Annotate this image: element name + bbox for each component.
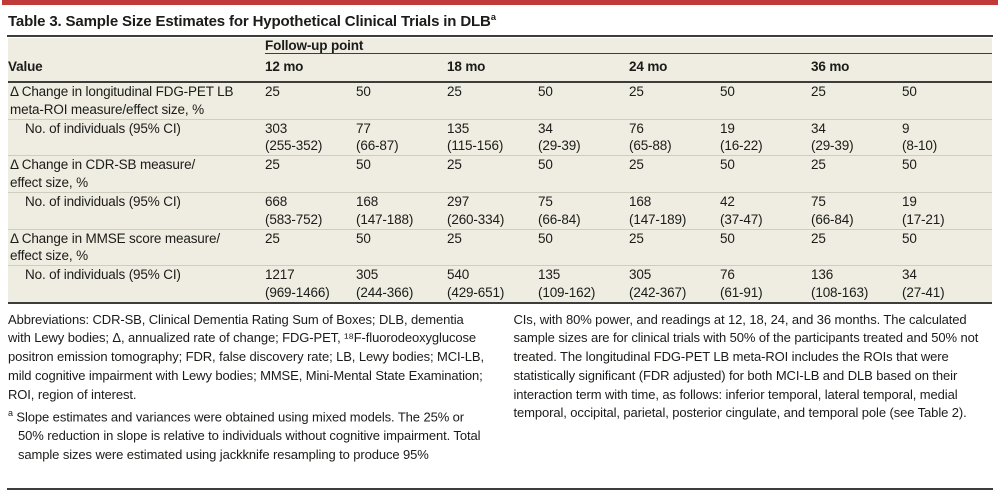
row-label: No. of individuals (95% CI)	[8, 118, 265, 156]
table-cell: 25	[447, 228, 538, 266]
table-cell: 305 (242-367)	[629, 265, 720, 304]
table-cell: 19 (16-22)	[720, 118, 811, 156]
table-cell: 50	[356, 155, 447, 193]
footnote-a-left: a Slope estimates and variances were obt…	[8, 407, 487, 464]
sample-size-table: Follow-up point Value 12 mo 18 mo 24 mo …	[8, 38, 993, 304]
value-column-header: Value	[8, 53, 265, 83]
table-cell: 135 (115-156)	[447, 118, 538, 156]
footnote-a-marker: a	[8, 408, 13, 419]
table-row-mmse-effect: Δ Change in MMSE score measure/ effect s…	[8, 228, 993, 266]
timepoint-header-36mo: 36 mo	[811, 53, 993, 83]
table-cell: 297 (260-334)	[447, 191, 538, 229]
table-cell: 303 (255-352)	[265, 118, 356, 156]
footnote-column-left: Abbreviations: CDR-SB, Clinical Dementia…	[8, 311, 487, 465]
table-cell: 25	[811, 155, 902, 193]
table-cell: 25	[447, 155, 538, 193]
table-cell: 305 (244-366)	[356, 265, 447, 304]
table-cell: 50	[538, 82, 629, 120]
table-title-text: Table 3. Sample Size Estimates for Hypot…	[8, 13, 491, 30]
table-row-mmse-individuals: No. of individuals (95% CI) 1217 (969-14…	[8, 265, 993, 304]
table-cell: 25	[265, 82, 356, 120]
row-label: Δ Change in MMSE score measure/ effect s…	[8, 228, 265, 266]
title-footnote-marker: a	[490, 12, 496, 23]
table-cell: 50	[902, 155, 993, 193]
table-cell: 19 (17-21)	[902, 191, 993, 229]
table-cell: 50	[902, 228, 993, 266]
table-cell: 540 (429-651)	[447, 265, 538, 304]
bottom-rule	[7, 488, 993, 490]
table-row-fdg-pet-individuals: No. of individuals (95% CI) 303 (255-352…	[8, 118, 993, 156]
footnote-a-left-text: Slope estimates and variances were obtai…	[16, 409, 481, 463]
table-cell: 50	[356, 228, 447, 266]
title-rule	[7, 35, 993, 37]
table-cell: 25	[447, 82, 538, 120]
table-cell: 25	[811, 82, 902, 120]
table-cell: 76 (61-91)	[720, 265, 811, 304]
footnote-column-right: CIs, with 80% power, and readings at 12,…	[514, 311, 993, 465]
table-title: Table 3. Sample Size Estimates for Hypot…	[0, 5, 1000, 35]
group-header-row: Follow-up point	[8, 38, 993, 54]
table-cell: 50	[720, 82, 811, 120]
table-cell: 34 (29-39)	[538, 118, 629, 156]
table-cell: 668 (583-752)	[265, 191, 356, 229]
table-cell: 50	[902, 82, 993, 120]
table-cell: 25	[629, 82, 720, 120]
table-cell: 42 (37-47)	[720, 191, 811, 229]
row-label: No. of individuals (95% CI)	[8, 191, 265, 229]
table-row-cdr-sb-individuals: No. of individuals (95% CI) 668 (583-752…	[8, 191, 993, 229]
table-cell: 75 (66-84)	[538, 191, 629, 229]
row-label: No. of individuals (95% CI)	[8, 265, 265, 304]
table-cell: 168 (147-189)	[629, 191, 720, 229]
table-cell: 25	[265, 228, 356, 266]
table-cell: 77 (66-87)	[356, 118, 447, 156]
table-cell: 50	[720, 155, 811, 193]
table-cell: 25	[265, 155, 356, 193]
table-cell: 34 (27-41)	[902, 265, 993, 304]
abbreviations-note: Abbreviations: CDR-SB, Clinical Dementia…	[8, 311, 484, 402]
corner-cell	[8, 38, 265, 54]
table-cell: 75 (66-84)	[811, 191, 902, 229]
table-cell: 25	[629, 228, 720, 266]
table-cell: 25	[811, 228, 902, 266]
table-cell: 34 (29-39)	[811, 118, 902, 156]
table-cell: 50	[720, 228, 811, 266]
row-label: Δ Change in CDR-SB measure/ effect size,…	[8, 155, 265, 193]
table-cell: 76 (65-88)	[629, 118, 720, 156]
footnotes: Abbreviations: CDR-SB, Clinical Dementia…	[0, 304, 1000, 465]
table-cell: 9 (8-10)	[902, 118, 993, 156]
row-label: Δ Change in longitudinal FDG-PET LB meta…	[8, 82, 265, 120]
table-cell: 1217 (969-1466)	[265, 265, 356, 304]
table-cell: 25	[629, 155, 720, 193]
table-cell: 50	[538, 155, 629, 193]
table-cell: 168 (147-188)	[356, 191, 447, 229]
table-row-cdr-sb-effect: Δ Change in CDR-SB measure/ effect size,…	[8, 155, 993, 193]
column-header-row: Value 12 mo 18 mo 24 mo 36 mo	[8, 53, 993, 83]
timepoint-header-12mo: 12 mo	[265, 53, 447, 83]
timepoint-header-18mo: 18 mo	[447, 53, 629, 83]
timepoint-header-24mo: 24 mo	[629, 53, 811, 83]
table-cell: 50	[538, 228, 629, 266]
table-row-fdg-pet-effect: Δ Change in longitudinal FDG-PET LB meta…	[8, 82, 993, 120]
accent-top-bar	[2, 0, 998, 5]
table-cell: 50	[356, 82, 447, 120]
followup-group-header: Follow-up point	[265, 38, 993, 54]
table-cell: 135 (109-162)	[538, 265, 629, 304]
footnote-a-right-text: CIs, with 80% power, and readings at 12,…	[513, 311, 979, 421]
table-cell: 136 (108-163)	[811, 265, 902, 304]
